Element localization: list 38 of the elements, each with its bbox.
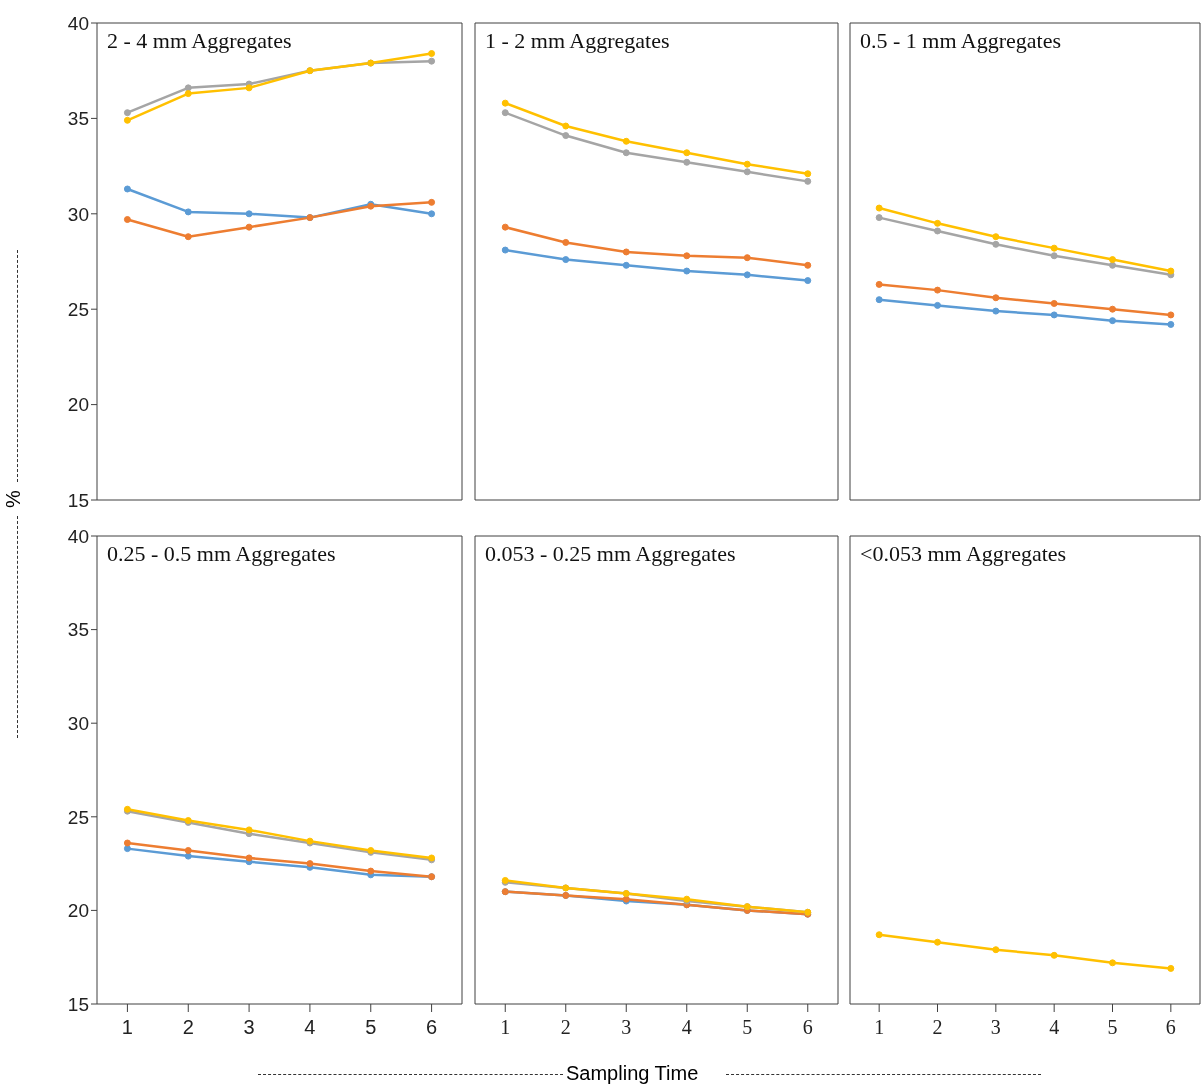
x-tick-label: 2	[560, 1016, 571, 1039]
y-tick-label: 15	[67, 993, 89, 1015]
x-tick-label: 1	[121, 1016, 133, 1039]
x-tick-label: 5	[742, 1016, 753, 1039]
y-tick-label: 35	[67, 619, 89, 641]
x-tick-label: 1	[500, 1016, 511, 1039]
x-tick-label: 6	[1165, 1016, 1176, 1039]
y-axis-title: %	[2, 489, 25, 510]
x-tick-label: 4	[304, 1016, 316, 1039]
y-tick-label: 35	[67, 108, 89, 130]
y-tick-label: 40	[67, 12, 89, 34]
x-tick-label: 2	[182, 1016, 194, 1039]
y-tick-label: 20	[67, 394, 89, 416]
x-tick-label: 5	[1107, 1016, 1118, 1039]
chart-title: 1 - 2 mm Aggregates	[485, 28, 670, 54]
chart-title: <0.053 mm Aggregates	[860, 541, 1067, 567]
x-tick-label: 2	[932, 1016, 943, 1039]
x-tick-label: 6	[802, 1016, 813, 1039]
y-tick-label: 20	[67, 900, 89, 922]
chart-title: 0.053 - 0.25 mm Aggregates	[485, 541, 736, 567]
y-tick-label: 25	[67, 806, 89, 828]
y-tick-label: 30	[67, 203, 89, 225]
y-tick-label: 25	[67, 298, 89, 320]
x-tick-label: 5	[365, 1016, 377, 1039]
x-tick-label: 3	[621, 1016, 632, 1039]
chart-title: 2 - 4 mm Aggregates	[107, 28, 292, 54]
y-tick-label: 40	[67, 525, 89, 547]
y-tick-label: 30	[67, 712, 89, 734]
x-axis-title: Sampling Time	[566, 1062, 699, 1085]
chart-title: 0.25 - 0.5 mm Aggregates	[107, 541, 336, 567]
x-tick-label: 3	[243, 1016, 255, 1039]
x-tick-label: 6	[426, 1016, 438, 1039]
chart-title: 0.5 - 1 mm Aggregates	[860, 28, 1062, 54]
x-tick-label: 3	[990, 1016, 1001, 1039]
x-tick-label: 4	[681, 1016, 692, 1039]
y-tick-label: 15	[67, 489, 89, 511]
x-tick-label: 4	[1049, 1016, 1060, 1039]
x-tick-label: 1	[874, 1016, 885, 1039]
